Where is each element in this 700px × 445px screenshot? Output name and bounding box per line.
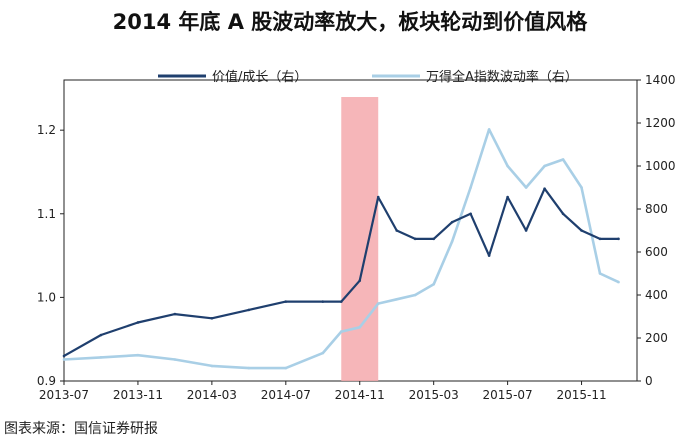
series-point-1-2 xyxy=(136,353,140,357)
series-point-1-6 xyxy=(284,366,288,370)
left-tick-label: 0.9 xyxy=(37,374,56,388)
series-point-0-6 xyxy=(284,300,288,303)
legend-label-volatility: 万得全A指数波动率（右） xyxy=(426,69,578,85)
highlight-band xyxy=(341,97,379,381)
series-point-1-16 xyxy=(487,128,491,131)
right-tick-label: 400 xyxy=(645,288,668,302)
series-point-1-17 xyxy=(506,164,509,168)
series-point-1-14 xyxy=(450,239,454,243)
series-point-1-21 xyxy=(580,186,583,189)
series-point-1-9 xyxy=(358,325,362,329)
series-point-0-8 xyxy=(339,300,343,303)
series-point-0-12 xyxy=(413,237,417,241)
series-point-0-5 xyxy=(247,308,251,312)
x-tick-label: 2015-11 xyxy=(556,388,606,402)
series-point-0-2 xyxy=(136,321,140,324)
series-point-1-22 xyxy=(598,272,602,275)
series-point-0-21 xyxy=(580,229,583,232)
x-tick-label: 2015-07 xyxy=(483,388,533,402)
series-point-1-5 xyxy=(247,366,251,370)
right-tick-label: 200 xyxy=(645,331,668,345)
series-point-0-9 xyxy=(358,279,362,282)
series-point-0-10 xyxy=(376,195,380,199)
right-tick-label: 1200 xyxy=(645,116,676,130)
series-point-1-8 xyxy=(339,330,343,333)
right-tick-label: 1400 xyxy=(645,73,676,87)
series-point-0-15 xyxy=(469,212,472,216)
series-point-0-13 xyxy=(432,237,435,241)
right-tick-label: 1000 xyxy=(645,159,676,173)
series-point-0-4 xyxy=(210,316,214,320)
series-point-1-4 xyxy=(210,364,214,368)
series-point-0-23 xyxy=(617,237,620,241)
series-point-1-20 xyxy=(561,158,565,161)
x-tick-label: 2015-03 xyxy=(409,388,459,402)
x-tick-label: 2014-11 xyxy=(335,388,385,402)
x-tick-label: 2013-11 xyxy=(113,388,163,402)
right-tick-label: 600 xyxy=(645,245,668,259)
series-point-0-7 xyxy=(321,300,325,303)
series-line-0 xyxy=(63,187,619,357)
series-point-0-19 xyxy=(543,187,546,190)
series-point-1-15 xyxy=(469,186,472,189)
series-point-0-3 xyxy=(173,312,177,316)
series-point-1-23 xyxy=(617,280,620,284)
series-point-1-0 xyxy=(62,358,66,361)
series-point-0-11 xyxy=(395,229,399,232)
x-tick-label: 2014-07 xyxy=(261,388,311,402)
right-tick-label: 0 xyxy=(645,374,653,388)
series-point-1-18 xyxy=(524,186,528,189)
x-tick-label: 2014-03 xyxy=(187,388,237,402)
series-point-1-11 xyxy=(395,298,399,301)
chart-title: 2014 年底 A 股波动率放大，板块轮动到价值风格 xyxy=(112,10,588,34)
series-point-1-10 xyxy=(376,302,380,305)
right-tick-label: 800 xyxy=(645,202,668,216)
left-tick-label: 1.0 xyxy=(37,290,56,304)
x-tick-label: 2013-07 xyxy=(39,388,89,402)
series-point-0-20 xyxy=(561,212,565,216)
series-point-0-0 xyxy=(62,354,66,358)
series-point-0-14 xyxy=(450,220,454,224)
source-note: 图表来源：国信证券研报 xyxy=(4,421,158,437)
series-line-1 xyxy=(63,128,620,370)
left-tick-label: 1.2 xyxy=(37,123,56,137)
legend-label-value-growth: 价值/成长（右） xyxy=(212,69,307,85)
series-point-0-17 xyxy=(506,195,509,199)
series-point-1-12 xyxy=(413,293,417,297)
series-point-0-1 xyxy=(99,333,103,337)
legend: 价值/成长（右） 万得全A指数波动率（右） xyxy=(158,69,578,85)
series-point-1-7 xyxy=(321,351,325,355)
series-point-1-19 xyxy=(543,164,546,168)
series-point-0-22 xyxy=(598,237,602,241)
series-point-1-3 xyxy=(173,358,177,361)
series-point-0-18 xyxy=(524,229,528,232)
series-point-0-16 xyxy=(487,254,491,257)
left-tick-label: 1.1 xyxy=(37,207,56,221)
series-point-1-13 xyxy=(432,282,435,286)
series-point-1-1 xyxy=(99,356,103,359)
